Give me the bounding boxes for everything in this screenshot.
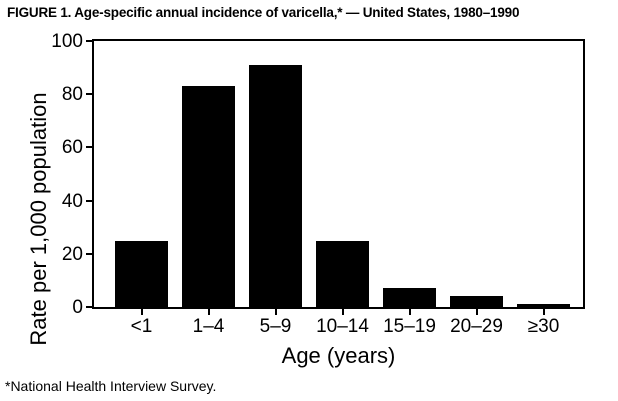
- bar-slot: [242, 41, 309, 307]
- bar-≥30: [517, 304, 570, 307]
- bar-slot: [510, 41, 577, 307]
- bar-slot: [309, 41, 376, 307]
- y-tick-label: 0: [72, 297, 83, 318]
- bar-10–14: [316, 240, 369, 307]
- y-tick-label: 20: [61, 244, 83, 265]
- bar-5–9: [249, 64, 302, 307]
- x-tick-mark: [207, 309, 210, 315]
- x-tick-label: 5–9: [259, 316, 292, 337]
- x-axis-label: Age (years): [281, 343, 396, 368]
- figure-title: FIGURE 1. Age-specific annual incidence …: [7, 5, 520, 20]
- x-tick-mark: [140, 309, 143, 315]
- y-tick-label: 80: [61, 84, 83, 105]
- x-tick-slot: 1–4: [175, 309, 242, 337]
- bar-<1: [115, 240, 168, 307]
- x-tick-slot: 5–9: [242, 309, 309, 337]
- y-tick-mark: [86, 40, 92, 42]
- y-tick-mark: [86, 146, 92, 148]
- bar-slot: [376, 41, 443, 307]
- y-tick-mark: [86, 93, 92, 95]
- x-tick-label: 20–29: [450, 316, 503, 337]
- x-tick-mark: [542, 309, 545, 315]
- bar-1–4: [182, 86, 235, 307]
- bar-15–19: [383, 288, 436, 307]
- plot-area: [92, 39, 585, 309]
- x-tick-label: ≥30: [527, 316, 560, 337]
- x-tick-label: 10–14: [316, 316, 369, 337]
- x-axis-ticks: <1 1–4 5–9 10–14 15–19 20–29 ≥30: [94, 309, 583, 337]
- bar-20–29: [450, 296, 503, 307]
- bar-slot: [175, 41, 242, 307]
- x-tick-label: 1–4: [192, 316, 225, 337]
- y-tick-mark: [86, 306, 92, 308]
- x-tick-mark: [341, 309, 344, 315]
- y-tick-label: 60: [61, 137, 83, 158]
- figure-footnote: *National Health Interview Survey.: [5, 378, 217, 394]
- y-tick-label: 100: [51, 31, 83, 52]
- x-tick-label: 15–19: [383, 316, 436, 337]
- x-tick-slot: ≥30: [510, 309, 577, 337]
- x-tick-slot: 20–29: [443, 309, 510, 337]
- x-tick-mark: [408, 309, 411, 315]
- x-tick-mark: [274, 309, 277, 315]
- y-tick-mark: [86, 200, 92, 202]
- x-tick-slot: 15–19: [376, 309, 443, 337]
- bar-slot: [108, 41, 175, 307]
- x-tick-label: <1: [130, 316, 153, 337]
- y-tick-label: 40: [61, 191, 83, 212]
- x-tick-slot: 10–14: [309, 309, 376, 337]
- x-tick-slot: <1: [108, 309, 175, 337]
- y-tick-mark: [86, 253, 92, 255]
- bar-slot: [443, 41, 510, 307]
- x-tick-mark: [475, 309, 478, 315]
- bars-container: [94, 41, 583, 307]
